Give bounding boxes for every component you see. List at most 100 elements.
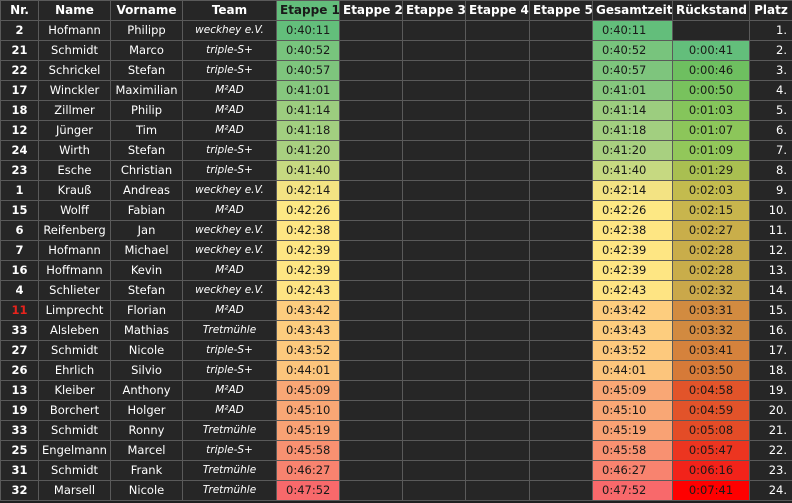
cell-rueckstand[interactable]: 0:05:08 [672, 420, 750, 441]
cell-etappe-4[interactable] [465, 180, 530, 201]
cell-team[interactable]: Tretmühle [182, 460, 277, 481]
cell-nr[interactable]: 7 [0, 240, 39, 261]
cell-etappe-3[interactable] [402, 140, 466, 161]
cell-etappe-1[interactable]: 0:41:14 [276, 100, 340, 121]
cell-rueckstand[interactable]: 0:04:59 [672, 400, 750, 421]
table-row[interactable]: 25 Engelmann Marcel triple-S+ 0:45:58 0:45:58… [0, 440, 792, 461]
cell-nr[interactable]: 31 [0, 460, 39, 481]
cell-gesamtzeit[interactable]: 0:42:39 [592, 260, 673, 281]
cell-platz[interactable]: 19. [749, 380, 792, 401]
cell-name[interactable]: Hoffmann [38, 260, 111, 281]
cell-vorname[interactable]: Christian [110, 160, 183, 181]
cell-team[interactable]: weckhey e.V. [182, 280, 277, 301]
cell-etappe-1[interactable]: 0:40:57 [276, 60, 340, 81]
cell-rueckstand[interactable]: 0:02:28 [672, 240, 750, 261]
cell-etappe-2[interactable] [339, 60, 403, 81]
cell-vorname[interactable]: Andreas [110, 180, 183, 201]
cell-team[interactable]: Tretmühle [182, 320, 277, 341]
cell-nr[interactable]: 22 [0, 60, 39, 81]
cell-platz[interactable]: 24. [749, 480, 792, 501]
cell-team[interactable]: Tretmühle [182, 480, 277, 501]
cell-etappe-1[interactable]: 0:44:01 [276, 360, 340, 381]
cell-etappe-2[interactable] [339, 240, 403, 261]
cell-platz[interactable]: 7. [749, 140, 792, 161]
cell-etappe-1[interactable]: 0:42:14 [276, 180, 340, 201]
cell-name[interactable]: Reifenberg [38, 220, 111, 241]
cell-rueckstand[interactable]: 0:05:47 [672, 440, 750, 461]
cell-etappe-2[interactable] [339, 80, 403, 101]
cell-etappe-2[interactable] [339, 40, 403, 61]
cell-team[interactable]: triple-S+ [182, 360, 277, 381]
col-header-etappe-2[interactable]: Etappe 2 [339, 0, 403, 21]
cell-platz[interactable]: 10. [749, 200, 792, 221]
cell-etappe-5[interactable] [529, 340, 593, 361]
cell-etappe-5[interactable] [529, 120, 593, 141]
cell-gesamtzeit[interactable]: 0:43:52 [592, 340, 673, 361]
cell-gesamtzeit[interactable]: 0:41:14 [592, 100, 673, 121]
cell-etappe-1[interactable]: 0:40:52 [276, 40, 340, 61]
cell-platz[interactable]: 3. [749, 60, 792, 81]
cell-name[interactable]: Engelmann [38, 440, 111, 461]
cell-platz[interactable]: 11. [749, 220, 792, 241]
table-row[interactable]: 6 Reifenberg Jan weckhey e.V. 0:42:38 0:42:38… [0, 220, 792, 241]
cell-etappe-1[interactable]: 0:41:40 [276, 160, 340, 181]
cell-etappe-5[interactable] [529, 480, 593, 501]
cell-nr[interactable]: 13 [0, 380, 39, 401]
cell-gesamtzeit[interactable]: 0:47:52 [592, 480, 673, 501]
cell-vorname[interactable]: Marco [110, 40, 183, 61]
cell-etappe-1[interactable]: 0:46:27 [276, 460, 340, 481]
cell-platz[interactable]: 1. [749, 20, 792, 41]
cell-team[interactable]: M²AD [182, 80, 277, 101]
cell-name[interactable]: Zillmer [38, 100, 111, 121]
cell-name[interactable]: Schrickel [38, 60, 111, 81]
cell-platz[interactable]: 14. [749, 280, 792, 301]
cell-etappe-2[interactable] [339, 400, 403, 421]
cell-rueckstand[interactable]: 0:01:29 [672, 160, 750, 181]
cell-gesamtzeit[interactable]: 0:42:26 [592, 200, 673, 221]
cell-etappe-2[interactable] [339, 320, 403, 341]
cell-etappe-2[interactable] [339, 100, 403, 121]
col-header-etappe-4[interactable]: Etappe 4 [465, 0, 530, 21]
cell-platz[interactable]: 12. [749, 240, 792, 261]
cell-team[interactable]: M²AD [182, 200, 277, 221]
cell-gesamtzeit[interactable]: 0:42:43 [592, 280, 673, 301]
cell-etappe-3[interactable] [402, 20, 466, 41]
cell-etappe-5[interactable] [529, 240, 593, 261]
cell-gesamtzeit[interactable]: 0:42:38 [592, 220, 673, 241]
cell-name[interactable]: Jünger [38, 120, 111, 141]
cell-etappe-4[interactable] [465, 400, 530, 421]
cell-etappe-3[interactable] [402, 200, 466, 221]
cell-vorname[interactable]: Tim [110, 120, 183, 141]
cell-team[interactable]: triple-S+ [182, 40, 277, 61]
cell-etappe-2[interactable] [339, 180, 403, 201]
cell-etappe-1[interactable]: 0:47:52 [276, 480, 340, 501]
cell-etappe-2[interactable] [339, 360, 403, 381]
cell-etappe-5[interactable] [529, 20, 593, 41]
cell-etappe-1[interactable]: 0:42:43 [276, 280, 340, 301]
cell-etappe-2[interactable] [339, 380, 403, 401]
cell-platz[interactable]: 18. [749, 360, 792, 381]
cell-name[interactable]: Limprecht [38, 300, 111, 321]
cell-etappe-3[interactable] [402, 340, 466, 361]
cell-etappe-4[interactable] [465, 20, 530, 41]
cell-etappe-3[interactable] [402, 300, 466, 321]
cell-name[interactable]: Hofmann [38, 20, 111, 41]
cell-nr[interactable]: 33 [0, 420, 39, 441]
cell-name[interactable]: Schmidt [38, 340, 111, 361]
cell-etappe-5[interactable] [529, 380, 593, 401]
cell-etappe-2[interactable] [339, 420, 403, 441]
table-row[interactable]: 31 Schmidt Frank Tretmühle 0:46:27 0:46:27 0:0… [0, 460, 792, 481]
cell-etappe-3[interactable] [402, 400, 466, 421]
cell-platz[interactable]: 23. [749, 460, 792, 481]
cell-etappe-3[interactable] [402, 100, 466, 121]
cell-rueckstand[interactable]: 0:02:28 [672, 260, 750, 281]
cell-vorname[interactable]: Anthony [110, 380, 183, 401]
cell-team[interactable]: weckhey e.V. [182, 220, 277, 241]
cell-etappe-4[interactable] [465, 220, 530, 241]
cell-etappe-1[interactable]: 0:41:01 [276, 80, 340, 101]
cell-etappe-5[interactable] [529, 360, 593, 381]
cell-etappe-4[interactable] [465, 60, 530, 81]
cell-team[interactable]: weckhey e.V. [182, 180, 277, 201]
cell-vorname[interactable]: Stefan [110, 140, 183, 161]
cell-etappe-3[interactable] [402, 220, 466, 241]
